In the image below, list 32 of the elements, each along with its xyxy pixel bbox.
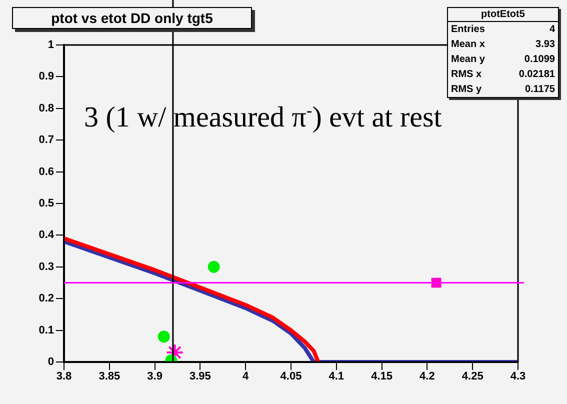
y-tick-label: 0.7 <box>38 134 54 146</box>
y-tick-label: 0.3 <box>38 260 54 273</box>
annotation: 3 (1 w/ measured π$^{-}$) evt at rest <box>84 100 442 135</box>
y-tick-label: 0 <box>48 356 54 368</box>
y-tick-label: 0.8 <box>38 102 54 114</box>
y-tick-label: 0.9 <box>38 70 54 83</box>
x-tick-label: 4.2 <box>420 370 435 383</box>
text: RMS y 0.1175 <box>451 84 555 95</box>
x-tick-label: 3.8 <box>56 370 72 383</box>
y-tick-label: 1 <box>48 39 54 52</box>
text: Mean x 3.93 <box>451 39 555 50</box>
y-tick-label: 0.4 <box>38 229 55 242</box>
y-tick-label: 0.1 <box>38 324 54 336</box>
y-tick-label: 0.2 <box>38 292 54 305</box>
x-tick-label: 4.05 <box>280 370 302 383</box>
x-tick-label: 3.9 <box>147 370 162 383</box>
x-tick-label: 4.25 <box>462 370 484 383</box>
x-tick-label: 3.95 <box>189 370 211 383</box>
y-tick-label: 0.5 <box>38 198 54 210</box>
point <box>208 260 220 273</box>
text: Mean y 0.1099 <box>451 54 555 65</box>
x-tick-label: 4.3 <box>510 370 526 383</box>
text: RMS x 0.02181 <box>451 69 555 80</box>
chart-title: ptot vs etot DD only tgt5 <box>12 7 252 29</box>
x-tick-label: 4.15 <box>371 370 393 383</box>
text: ptotEtot5 <box>448 8 558 22</box>
text: Entries 4 <box>451 24 555 35</box>
x-tick-label: 4 <box>242 370 250 383</box>
x-tick-label: 4.1 <box>328 370 344 383</box>
y-tick-label: 0.6 <box>38 166 54 178</box>
point <box>158 330 170 343</box>
x-tick-label: 3.85 <box>98 370 120 383</box>
